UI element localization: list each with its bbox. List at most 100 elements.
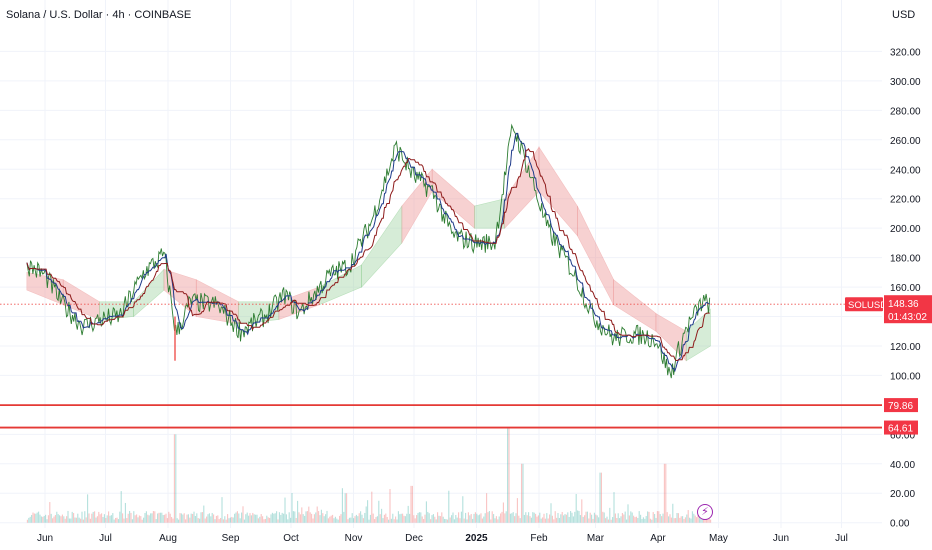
y-tick-label: 100.00	[890, 371, 921, 382]
volume-bar	[600, 472, 602, 523]
volume-bar	[144, 513, 146, 523]
volume-bar	[283, 513, 285, 523]
volume-bar	[409, 513, 411, 523]
x-tick-label: Jun	[37, 533, 53, 544]
volume-bar	[344, 493, 346, 523]
volume-bar	[662, 513, 664, 523]
volume-bar	[106, 515, 108, 523]
volume-bar	[158, 512, 160, 523]
cloud-segment	[538, 146, 578, 237]
volume-bar	[431, 515, 433, 523]
lightning-icon[interactable]: ⚡	[697, 504, 713, 520]
volume-bar	[346, 493, 348, 523]
volume-bar	[456, 517, 458, 523]
volume-bar	[78, 517, 80, 523]
volume-bar	[301, 507, 303, 523]
volume-bar	[470, 514, 472, 523]
volume-bar	[217, 515, 219, 523]
volume-bar	[638, 511, 640, 523]
volume-bar	[52, 518, 54, 523]
volume-bar	[334, 516, 336, 523]
volume-bar	[194, 515, 196, 523]
y-tick-label: 220.00	[890, 195, 921, 206]
volume-bar	[253, 514, 255, 523]
volume-bar	[459, 518, 461, 523]
volume-bar	[353, 518, 355, 523]
volume-bar	[649, 518, 651, 523]
volume-bar	[32, 512, 34, 523]
volume-bar	[647, 511, 649, 523]
volume-bar	[374, 519, 376, 523]
volume-bar	[326, 510, 328, 523]
volume-bar	[414, 518, 416, 523]
volume-bar	[120, 491, 122, 523]
volume-bar	[523, 514, 525, 523]
volume-bar	[460, 511, 462, 523]
volume-bar	[222, 519, 224, 523]
volume-bar	[606, 516, 608, 523]
volume-bar	[190, 513, 192, 523]
volume-bar	[547, 518, 549, 523]
volume-bar	[53, 516, 55, 523]
x-tick-label: Feb	[530, 533, 548, 544]
volume-bar	[689, 517, 691, 523]
volume-bar	[229, 517, 231, 523]
volume-bar	[231, 516, 233, 523]
volume-bar	[243, 519, 245, 523]
volume-bar	[522, 463, 524, 523]
volume-bar	[621, 513, 623, 523]
volume-bar	[666, 512, 668, 523]
volume-bar	[285, 514, 287, 523]
volume-bar	[169, 513, 171, 523]
volume-bar	[640, 514, 642, 523]
volume-bar	[267, 517, 269, 523]
volume-bar	[60, 516, 62, 523]
volume-bar	[423, 519, 425, 523]
volume-bar	[701, 517, 703, 523]
volume-bar	[570, 511, 572, 523]
volume-bar	[467, 512, 469, 523]
volume-bar	[213, 514, 215, 523]
volume-bar	[246, 512, 248, 523]
volume-bar	[343, 511, 345, 523]
volume-bar	[472, 518, 474, 523]
volume-bar	[564, 514, 566, 523]
volume-bar	[360, 511, 362, 523]
volume-bar	[159, 512, 161, 523]
volume-bar	[599, 472, 601, 523]
volume-bar	[164, 514, 166, 523]
volume-bar	[684, 517, 686, 523]
volume-bar	[532, 512, 534, 523]
volume-bar	[171, 517, 173, 523]
x-tick-label: 2025	[465, 533, 488, 544]
volume-bar	[395, 516, 397, 523]
volume-bar	[393, 519, 395, 523]
volume-bar	[654, 514, 656, 523]
volume-bar	[637, 517, 639, 523]
volume-bar	[469, 515, 471, 523]
x-tick-label: Jul	[99, 533, 112, 544]
volume-bar	[80, 518, 82, 523]
y-tick-label: 0.00	[890, 519, 910, 530]
volume-bar	[491, 511, 493, 523]
volume-bar	[165, 513, 167, 523]
volume-bar	[483, 516, 485, 523]
cloud-segment	[577, 205, 614, 305]
volume-bar	[364, 512, 366, 523]
volume-bar	[425, 501, 427, 523]
volume-bar	[179, 513, 181, 523]
volume-bar	[487, 512, 489, 523]
currency-label[interactable]: USD	[892, 9, 916, 21]
volume-bar	[57, 514, 59, 523]
volume-bar	[225, 519, 227, 523]
volume-bar	[536, 516, 538, 523]
volume-bar	[413, 515, 415, 523]
volume-bar	[390, 518, 392, 523]
volume-bar	[497, 519, 499, 523]
volume-bar	[696, 517, 698, 523]
volume-bar	[603, 512, 605, 523]
y-tick-label: 40.00	[890, 460, 915, 471]
volume-bar	[452, 512, 454, 523]
volume-bar	[281, 512, 283, 523]
